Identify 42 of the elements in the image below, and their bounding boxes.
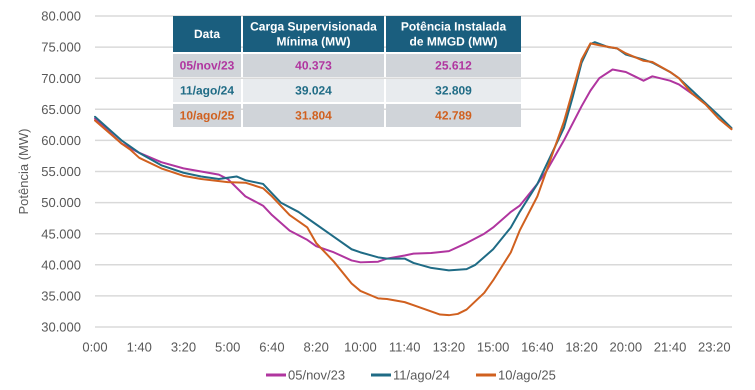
x-tick-label: 21:40 — [654, 340, 686, 355]
x-tick-label: 6:40 — [259, 340, 285, 355]
x-tick-label: 3:20 — [170, 340, 196, 355]
annotation: 10/ago/25 — [180, 108, 235, 123]
x-tick-label: 11:40 — [388, 340, 420, 355]
y-tick-label: 40.000 — [41, 257, 81, 272]
y-tick-label: 50.000 — [41, 195, 81, 210]
annotation: Data — [194, 27, 220, 42]
x-tick-label: 5:00 — [215, 340, 240, 355]
y-tick-label: 75.000 — [41, 40, 81, 55]
x-tick-label: 18:20 — [565, 340, 598, 355]
annotation: 31.804 — [295, 108, 332, 123]
annotation: 39.024 — [295, 84, 332, 98]
x-tick-label: 10:00 — [344, 340, 377, 355]
y-tick-label: 65.000 — [41, 102, 81, 117]
x-tick-label: 8:20 — [304, 340, 329, 355]
x-tick-label: 16:40 — [521, 340, 554, 355]
x-tick-label: 0:00 — [82, 340, 108, 355]
annotation: 42.789 — [435, 108, 472, 123]
y-tick-label: 30.000 — [41, 320, 81, 335]
x-tick-label: 13:20 — [432, 340, 466, 355]
legend-label: 11/ago/24 — [393, 368, 450, 383]
y-tick-label: 35.000 — [41, 288, 81, 304]
x-tick-label: 1:40 — [126, 340, 152, 355]
annotation: Carga Supervisionada Mínima (MW) — [250, 20, 378, 49]
y-axis-title: Potência (MW) — [16, 128, 31, 214]
y-tick-label: 60.000 — [41, 132, 81, 148]
y-tick-label: 55.000 — [41, 164, 81, 180]
x-tick-label: 15:00 — [476, 340, 510, 355]
y-tick-label: 70.000 — [41, 70, 81, 86]
x-tick-label: 20:00 — [610, 340, 642, 355]
y-tick-label: 45.000 — [41, 226, 81, 242]
annotation: Potência Instalada de MMGD (MW) — [400, 20, 507, 49]
annotation: 40.373 — [295, 58, 332, 73]
legend-label: 10/ago/25 — [498, 368, 556, 383]
y-tick-label: 80.000 — [41, 8, 81, 24]
annotation: 32.809 — [435, 84, 472, 98]
annotation: 25.612 — [435, 58, 472, 73]
legend-label: 05/nov/23 — [288, 368, 346, 383]
x-tick-label: 23:20 — [698, 340, 731, 355]
annotation: 11/ago/24 — [180, 84, 234, 98]
annotation: 05/nov/23 — [180, 58, 235, 73]
